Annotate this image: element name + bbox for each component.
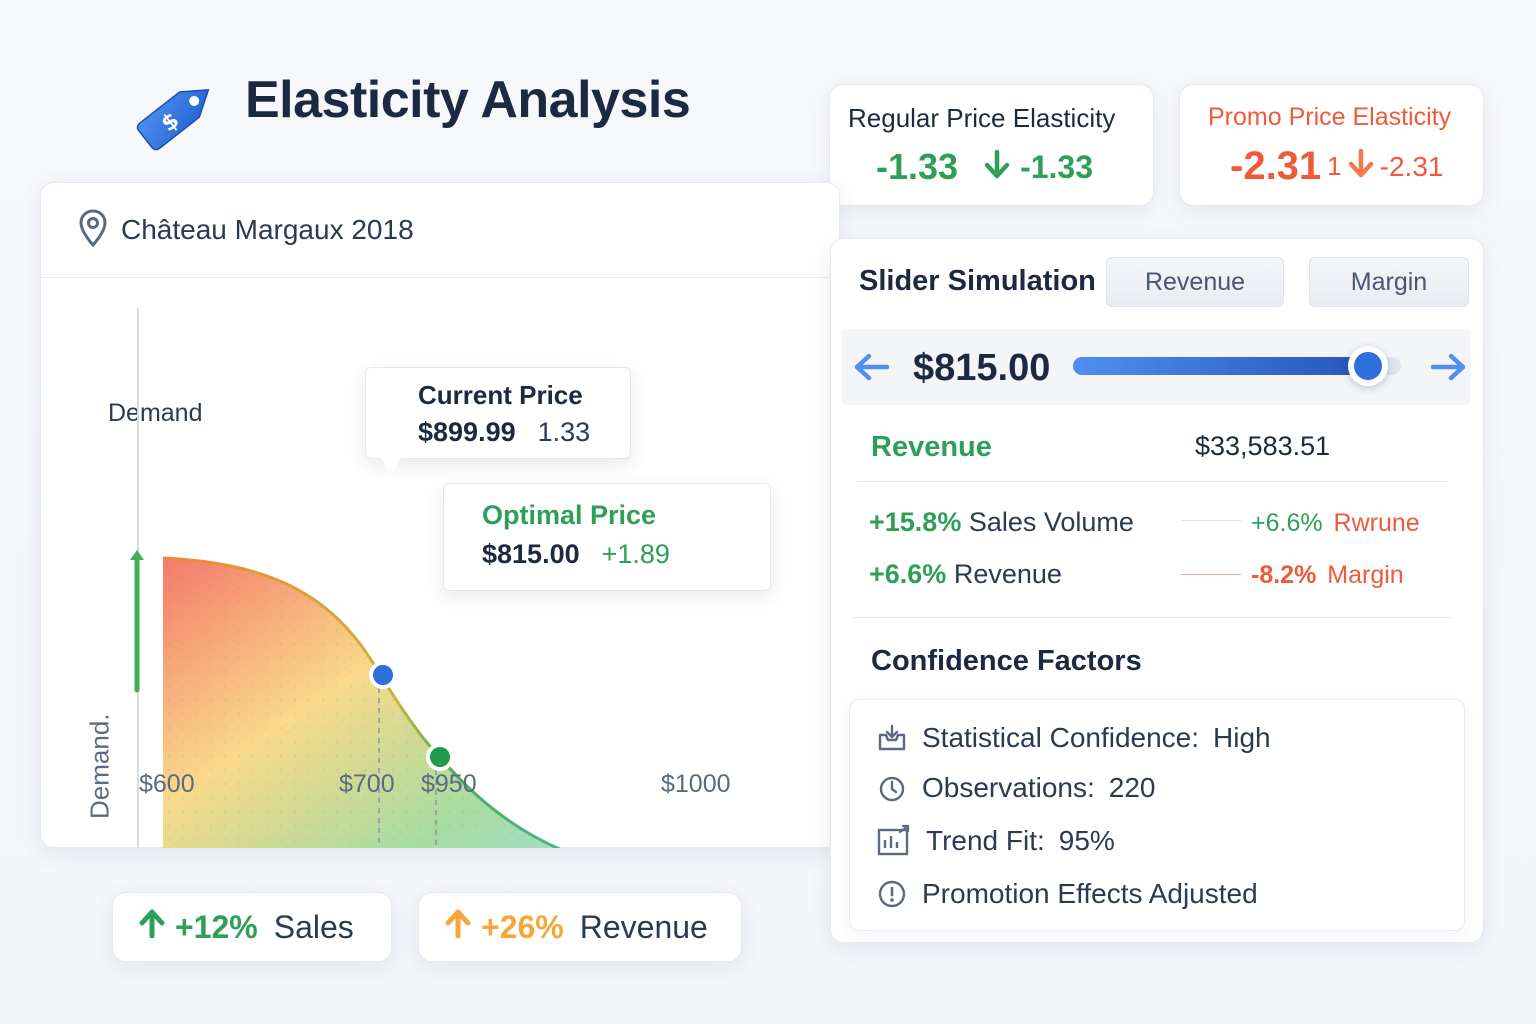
promo-elasticity-value: -2.31 [1230, 144, 1322, 188]
impact-value: +6.6% [1251, 509, 1323, 537]
callout-pointer [381, 458, 401, 476]
product-name: Château Margaux 2018 [121, 214, 414, 245]
confidence-row: Statistical Confidence: High [876, 722, 1271, 754]
confidence-value: 220 [1108, 772, 1156, 803]
confidence-factors-box: Statistical Confidence: High Observation… [849, 699, 1465, 931]
simulation-title: Slider Simulation [859, 265, 1096, 297]
regular-elasticity-value: -1.33 [876, 146, 959, 187]
trend-chart-icon [877, 824, 910, 856]
simulated-revenue-label: Revenue [871, 431, 992, 463]
current-price-elasticity: 1.33 [537, 417, 591, 447]
impact-label: Sales Volume [968, 507, 1134, 537]
demand-chart-card: Château Margaux 2018 Demand [40, 182, 840, 848]
arrow-up-icon [139, 908, 165, 946]
inbox-icon [878, 724, 906, 751]
x-tick-label: $600 [139, 770, 195, 798]
regular-elasticity-card: Regular Price Elasticity -1.33 -1.33 [829, 84, 1154, 206]
sales-summary-pill: +12% Sales [112, 892, 392, 962]
confidence-value: High [1213, 722, 1271, 753]
confidence-row: Observations: 220 [876, 772, 1155, 804]
regular-elasticity-label: Regular Price Elasticity [848, 103, 1116, 133]
impact-label: Margin [1327, 561, 1404, 589]
promo-elasticity-label: Promo Price Elasticity [1208, 103, 1452, 131]
price-slider-fill [1073, 357, 1369, 375]
confidence-row: Promotion Effects Adjusted [876, 878, 1258, 910]
price-slider-thumb[interactable] [1348, 346, 1389, 386]
divider [853, 617, 1453, 618]
optimal-price-change: +1.89 [601, 539, 670, 569]
confidence-title: Confidence Factors [871, 645, 1142, 677]
demand-arrow-icon [130, 550, 144, 693]
demand-curve-line [162, 556, 561, 848]
tab-revenue[interactable]: Revenue [1106, 257, 1284, 307]
impact-sales-volume: +15.8% Sales Volume [869, 507, 1134, 538]
current-price-value: $899.99 [418, 417, 516, 447]
revenue-summary-label: Revenue [579, 908, 708, 945]
impact-label: Rwrune [1333, 509, 1420, 537]
revenue-summary-pill: +26% Revenue [418, 892, 742, 962]
price-slider-track[interactable] [1073, 357, 1401, 375]
x-tick-label: $1000 [661, 770, 731, 798]
confidence-label: Promotion Effects Adjusted [922, 878, 1258, 909]
map-pin-icon [79, 208, 107, 252]
arrow-down-icon [1348, 148, 1374, 184]
y-axis-label: Demand. [84, 714, 114, 820]
impact-value: +15.8% [869, 507, 962, 537]
confidence-row: Trend Fit: 95% [876, 824, 1115, 858]
confidence-label: Trend Fit: [926, 825, 1045, 856]
sales-summary-label: Sales [273, 908, 354, 945]
arrow-down-icon [984, 149, 1010, 185]
confidence-label: Observations: [922, 772, 1095, 803]
tab-margin[interactable]: Margin [1309, 257, 1469, 307]
optimal-price-callout: Optimal Price $815.00 +1.89 [443, 483, 771, 591]
demand-curve-chart: Demand Demand. [84, 308, 561, 848]
optimal-price-title: Optimal Price [482, 500, 657, 530]
product-header: Château Margaux 2018 [41, 183, 839, 278]
impact-revenue: +6.6% Revenue [869, 559, 1062, 590]
promo-elasticity-card: Promo Price Elasticity -2.31 1 -2.31 [1179, 84, 1484, 206]
clock-icon [879, 776, 905, 802]
arrow-left-icon[interactable] [851, 351, 891, 388]
impact-rwrune: +6.6% Rwrune [1251, 509, 1420, 538]
optimal-price-point[interactable] [426, 743, 454, 771]
impact-value: +6.6% [869, 559, 947, 589]
chart-top-label: Demand [108, 399, 203, 427]
confidence-label: Statistical Confidence: [922, 722, 1200, 753]
current-price-callout: Current Price $899.99 1.33 [365, 367, 631, 459]
confidence-value: 95% [1058, 825, 1115, 856]
promo-elasticity-delta: -2.31 [1379, 150, 1444, 182]
impact-label: Revenue [953, 559, 1062, 589]
revenue-summary-value: +26% [481, 908, 564, 945]
info-icon [878, 880, 906, 908]
promo-elasticity-marker: 1 [1327, 151, 1342, 181]
impact-value: -8.2% [1251, 561, 1317, 589]
optimal-price-value: $815.00 [482, 539, 580, 569]
current-price-title: Current Price [418, 380, 583, 410]
current-price-point[interactable] [369, 661, 397, 689]
page-title: Elasticity Analysis [245, 71, 691, 129]
slider-simulation-card: Slider Simulation Revenue Margin $815.00… [830, 238, 1484, 943]
simulated-price: $815.00 [913, 347, 1051, 389]
price-slider-band: $815.00 [841, 329, 1471, 405]
arrow-right-icon[interactable] [1429, 351, 1469, 388]
regular-elasticity-delta: -1.33 [1020, 148, 1093, 185]
price-tag-icon: $ [134, 68, 226, 156]
arrow-up-icon [445, 908, 471, 946]
x-tick-label: $950 [421, 770, 477, 798]
x-tick-label: $700 [339, 770, 395, 798]
simulated-revenue-value: $33,583.51 [1195, 431, 1331, 461]
sales-summary-value: +12% [175, 908, 258, 945]
impact-margin: -8.2% Margin [1251, 561, 1404, 590]
divider [857, 481, 1447, 482]
